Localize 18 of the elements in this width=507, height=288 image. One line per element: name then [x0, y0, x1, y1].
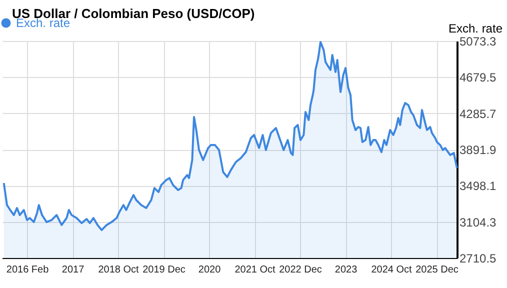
y-tick-label: 3498.1	[460, 179, 497, 194]
y-tick-label: 5073.3	[460, 34, 497, 48]
y-tick-label: 2710.5	[460, 252, 497, 266]
y-axis-title: Exch. rate	[448, 22, 503, 36]
x-tick-label: 2020	[198, 264, 222, 276]
x-tick-label: 2023	[334, 264, 358, 276]
y-tick-label: 4285.7	[460, 106, 497, 121]
y-tick-label: 3891.9	[460, 143, 497, 157]
x-tick-label: 2024 Oct	[371, 264, 412, 276]
y-tick-label: 4679.5	[460, 70, 497, 85]
x-tick-label: 2019 Dec	[142, 264, 186, 276]
y-tick-label: 3104.3	[460, 215, 497, 230]
x-tick-label: 2017	[62, 264, 85, 276]
x-tick-label: 2025 Dec	[416, 264, 458, 276]
x-tick-label: 2021 Oct	[234, 264, 276, 276]
x-tick-label: 2016 Feb	[6, 264, 50, 276]
x-tick-label: 2022 Dec	[279, 264, 322, 276]
x-tick-label: 2018 Oct	[98, 264, 140, 276]
